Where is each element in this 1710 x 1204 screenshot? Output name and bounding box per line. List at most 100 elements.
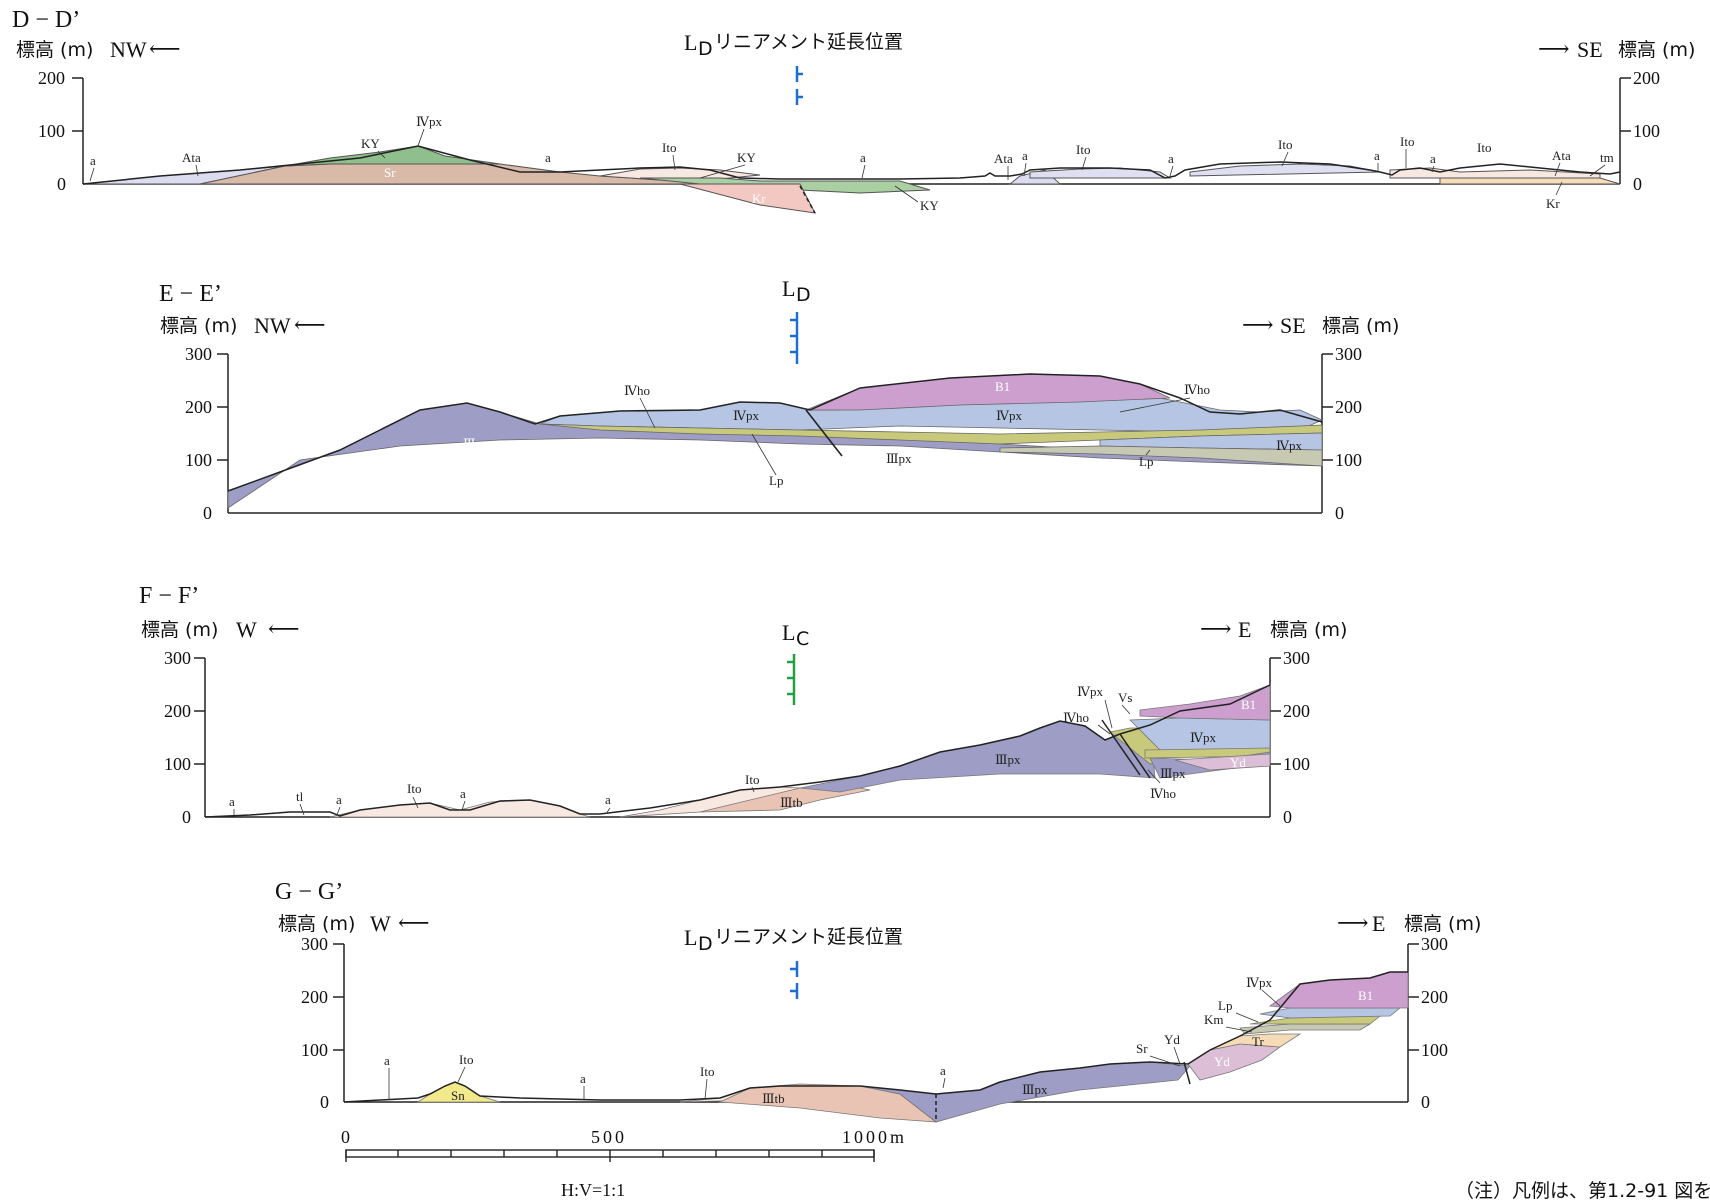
unit-label: Ⅳho xyxy=(1150,786,1176,801)
unit-b1-g xyxy=(1268,971,1409,1009)
unit-label: Ⅳho xyxy=(1063,710,1089,725)
unit-label: Ito xyxy=(1278,137,1292,152)
unit-label: KY xyxy=(737,150,756,165)
section-g-lineament-text: リニアメント延長位置 xyxy=(714,926,903,948)
unit-label: Ⅲpx xyxy=(463,436,489,451)
section-f-fault-2 xyxy=(1119,733,1151,779)
section-e-tick-left-300: 300 xyxy=(185,344,212,364)
section-d: D − D’ 標高 (m) NW ⟵ ⟶ SE 標高 (m) L D リニアメン… xyxy=(12,7,1695,214)
unit-label: Ito xyxy=(459,1052,473,1067)
unit-label: a xyxy=(460,786,466,801)
unit-label: Kr xyxy=(1546,196,1560,211)
section-g-ground-surface xyxy=(343,971,1408,1103)
section-f-leader-lines xyxy=(233,699,1161,816)
unit-label: Ⅳpx xyxy=(996,408,1022,423)
unit-label: tm xyxy=(1600,150,1614,165)
unit-ivho-e xyxy=(539,423,1323,445)
unit-yd-f xyxy=(1174,753,1271,771)
unit-label: Ⅳpx xyxy=(1276,438,1302,453)
unit-ito-right-1 xyxy=(1029,167,1172,179)
unit-label: Ito xyxy=(407,781,421,796)
unit-label: B1 xyxy=(1241,697,1256,712)
unit-label: Ⅲtb xyxy=(780,795,803,810)
unit-ky-hill xyxy=(284,145,501,167)
section-f-tick-right-300: 300 xyxy=(1283,648,1310,668)
left-arrow-icon: ⟵ xyxy=(149,36,181,61)
unit-b1-f xyxy=(1139,684,1271,721)
unit-label: Tr xyxy=(1252,1034,1264,1049)
unit-label: a xyxy=(229,794,235,809)
section-d-lineament-letter: L xyxy=(684,30,697,55)
section-f-lineament-sub: C xyxy=(796,628,809,650)
section-e-geology xyxy=(227,373,1323,509)
unit-label: Kr xyxy=(752,191,766,206)
lineament-marker-icon xyxy=(790,961,799,999)
unit-label: Sr xyxy=(1136,1041,1148,1056)
section-g-tick-left-100: 100 xyxy=(301,1040,328,1060)
section-e-leader-lines xyxy=(639,397,1191,476)
section-f-title: F − F’ xyxy=(139,583,199,609)
section-e-right-direction: SE xyxy=(1280,313,1306,338)
left-arrow-icon: ⟵ xyxy=(398,910,430,935)
unit-label: a xyxy=(336,792,342,807)
scale-bar: 0 500 1000m H:V=1:1 xyxy=(341,1127,907,1200)
section-d-tick-right-0: 0 xyxy=(1633,174,1642,194)
unit-label: a xyxy=(580,1071,586,1086)
section-g-geology xyxy=(416,971,1409,1123)
section-e-right-axis-label: 標高 (m) xyxy=(1322,315,1399,337)
unit-label: B1 xyxy=(995,379,1010,394)
section-e-tick-right-100: 100 xyxy=(1335,450,1362,470)
section-g-lineament-letter: L xyxy=(684,925,697,950)
unit-label: Ata xyxy=(182,150,201,165)
unit-label: a xyxy=(1374,148,1380,163)
section-d-right-direction: SE xyxy=(1577,37,1603,62)
section-g-leader-lines xyxy=(388,989,1281,1100)
section-e-left-axis-label: 標高 (m) xyxy=(160,315,237,337)
unit-label: Yd xyxy=(1164,1032,1180,1047)
unit-label: Ito xyxy=(1076,142,1090,157)
section-d-fault xyxy=(799,185,816,214)
section-f-fault-1 xyxy=(1101,719,1141,776)
unit-label: Yd xyxy=(1214,1054,1230,1069)
unit-label: Lp xyxy=(1139,454,1153,469)
section-e-unit-labels: Ⅳho Ⅳpx B1 Ⅳho Ⅳpx Ⅲpx Ⅲpx Lp Lp Ⅳpx xyxy=(463,379,1302,488)
section-d-tick-right-100: 100 xyxy=(1633,121,1660,141)
unit-label: Km xyxy=(1204,1012,1224,1027)
unit-lp-e xyxy=(999,445,1323,467)
section-d-tick-left-100: 100 xyxy=(38,121,65,141)
scale-label-500: 500 xyxy=(591,1127,627,1147)
section-d-leader-lines xyxy=(89,128,1606,203)
right-arrow-icon: ⟶ xyxy=(1200,616,1232,641)
section-f-right-axis-label: 標高 (m) xyxy=(1270,619,1347,641)
section-e-tick-left-0: 0 xyxy=(203,503,212,523)
section-g-tick-right-200: 200 xyxy=(1421,987,1448,1007)
section-g-tick-left-300: 300 xyxy=(301,934,328,954)
unit-label: Ito xyxy=(662,140,676,155)
legend-note: （注）凡例は、第1.2-91 図を xyxy=(1455,1180,1710,1202)
unit-label: Ⅳho xyxy=(624,383,650,398)
unit-ito-right-3 xyxy=(1389,167,1601,179)
section-e-title: E − E’ xyxy=(159,281,222,307)
unit-kr-right xyxy=(1439,177,1621,185)
section-d-tick-left-200: 200 xyxy=(38,68,65,88)
unit-label: Yd xyxy=(1230,755,1246,770)
unit-label: Ata xyxy=(1552,148,1571,163)
section-d-tick-left-0: 0 xyxy=(57,174,66,194)
unit-label: Kr xyxy=(832,196,846,211)
unit-label: Ⅲtb xyxy=(762,1091,785,1106)
scale-label-1000: 1000m xyxy=(842,1127,907,1147)
unit-iiipx-f xyxy=(799,720,1156,793)
section-e-lineament-letter: L xyxy=(782,276,795,301)
left-arrow-icon: ⟵ xyxy=(294,312,326,337)
unit-ivpx-g xyxy=(1259,1007,1402,1019)
unit-ito-right-2 xyxy=(1189,163,1381,177)
section-e-tick-right-0: 0 xyxy=(1335,503,1344,523)
section-f-tick-left-100: 100 xyxy=(164,754,191,774)
unit-label: Ito xyxy=(1400,134,1414,149)
unit-label: a xyxy=(90,153,96,168)
section-f-tick-right-100: 100 xyxy=(1283,754,1310,774)
unit-yd-g xyxy=(1187,1043,1282,1081)
section-f-tick-left-300: 300 xyxy=(164,648,191,668)
unit-label: tl xyxy=(296,789,304,804)
section-d-right-axis-label: 標高 (m) xyxy=(1618,39,1695,61)
